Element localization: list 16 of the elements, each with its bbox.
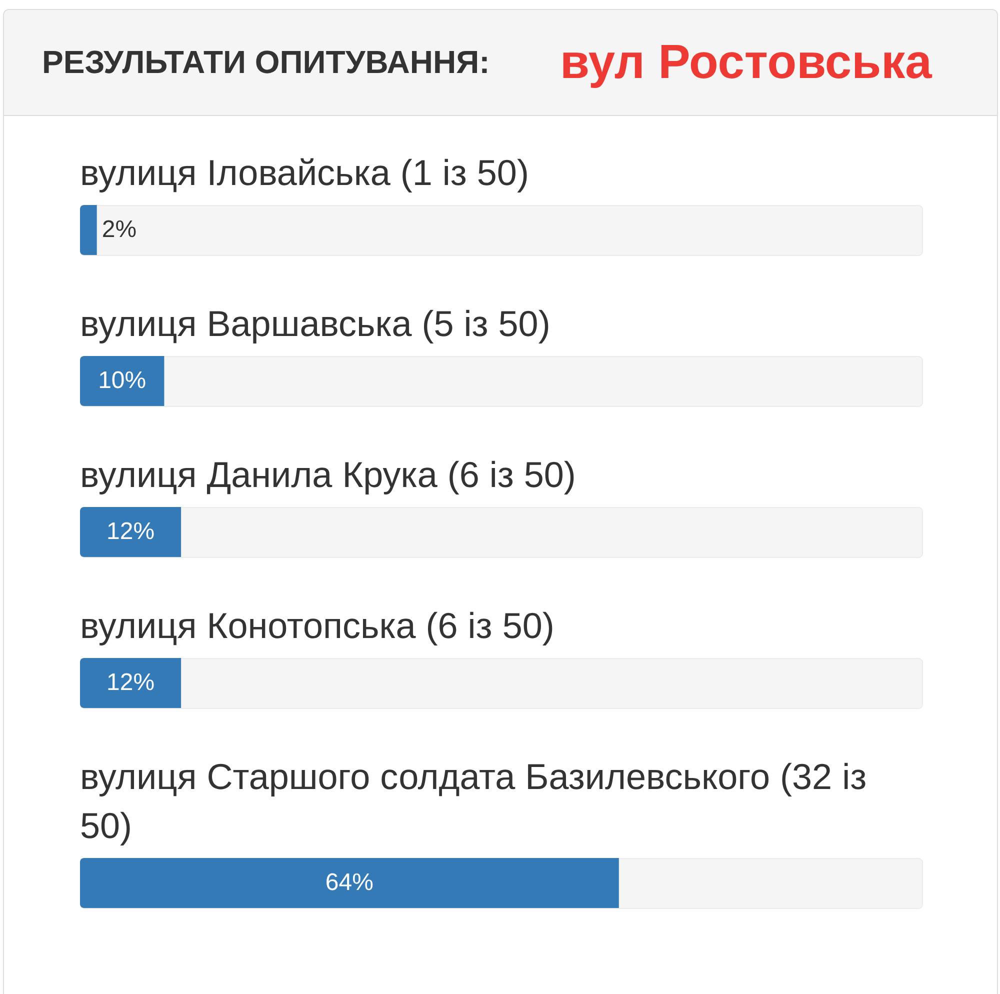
- chart-title: РЕЗУЛЬТАТИ ОПИТУВАННЯ:: [42, 44, 490, 80]
- data-label: 2%: [102, 216, 137, 243]
- chart-subtitle: вул Ростовська: [560, 36, 932, 89]
- data-label: 10%: [98, 367, 146, 394]
- y-tick-label: вулиця Іловайська (1 із 50): [80, 152, 529, 193]
- bar: [80, 356, 164, 406]
- bar: [80, 658, 182, 708]
- y-tick-label: вулиця Конотопська (6 із 50): [80, 605, 554, 646]
- data-label: 12%: [106, 518, 155, 545]
- bar: [80, 507, 182, 557]
- data-label: 12%: [106, 669, 155, 696]
- y-tick-label: вулиця Старшого солдата Базилевського (32 із 50): [80, 756, 867, 846]
- y-tick-label: вулиця Варшавська (5 із 50): [80, 303, 550, 344]
- y-tick-label: вулиця Данила Крука (6 із 50): [80, 454, 576, 495]
- data-label: 64%: [325, 869, 374, 896]
- bar: [80, 205, 97, 255]
